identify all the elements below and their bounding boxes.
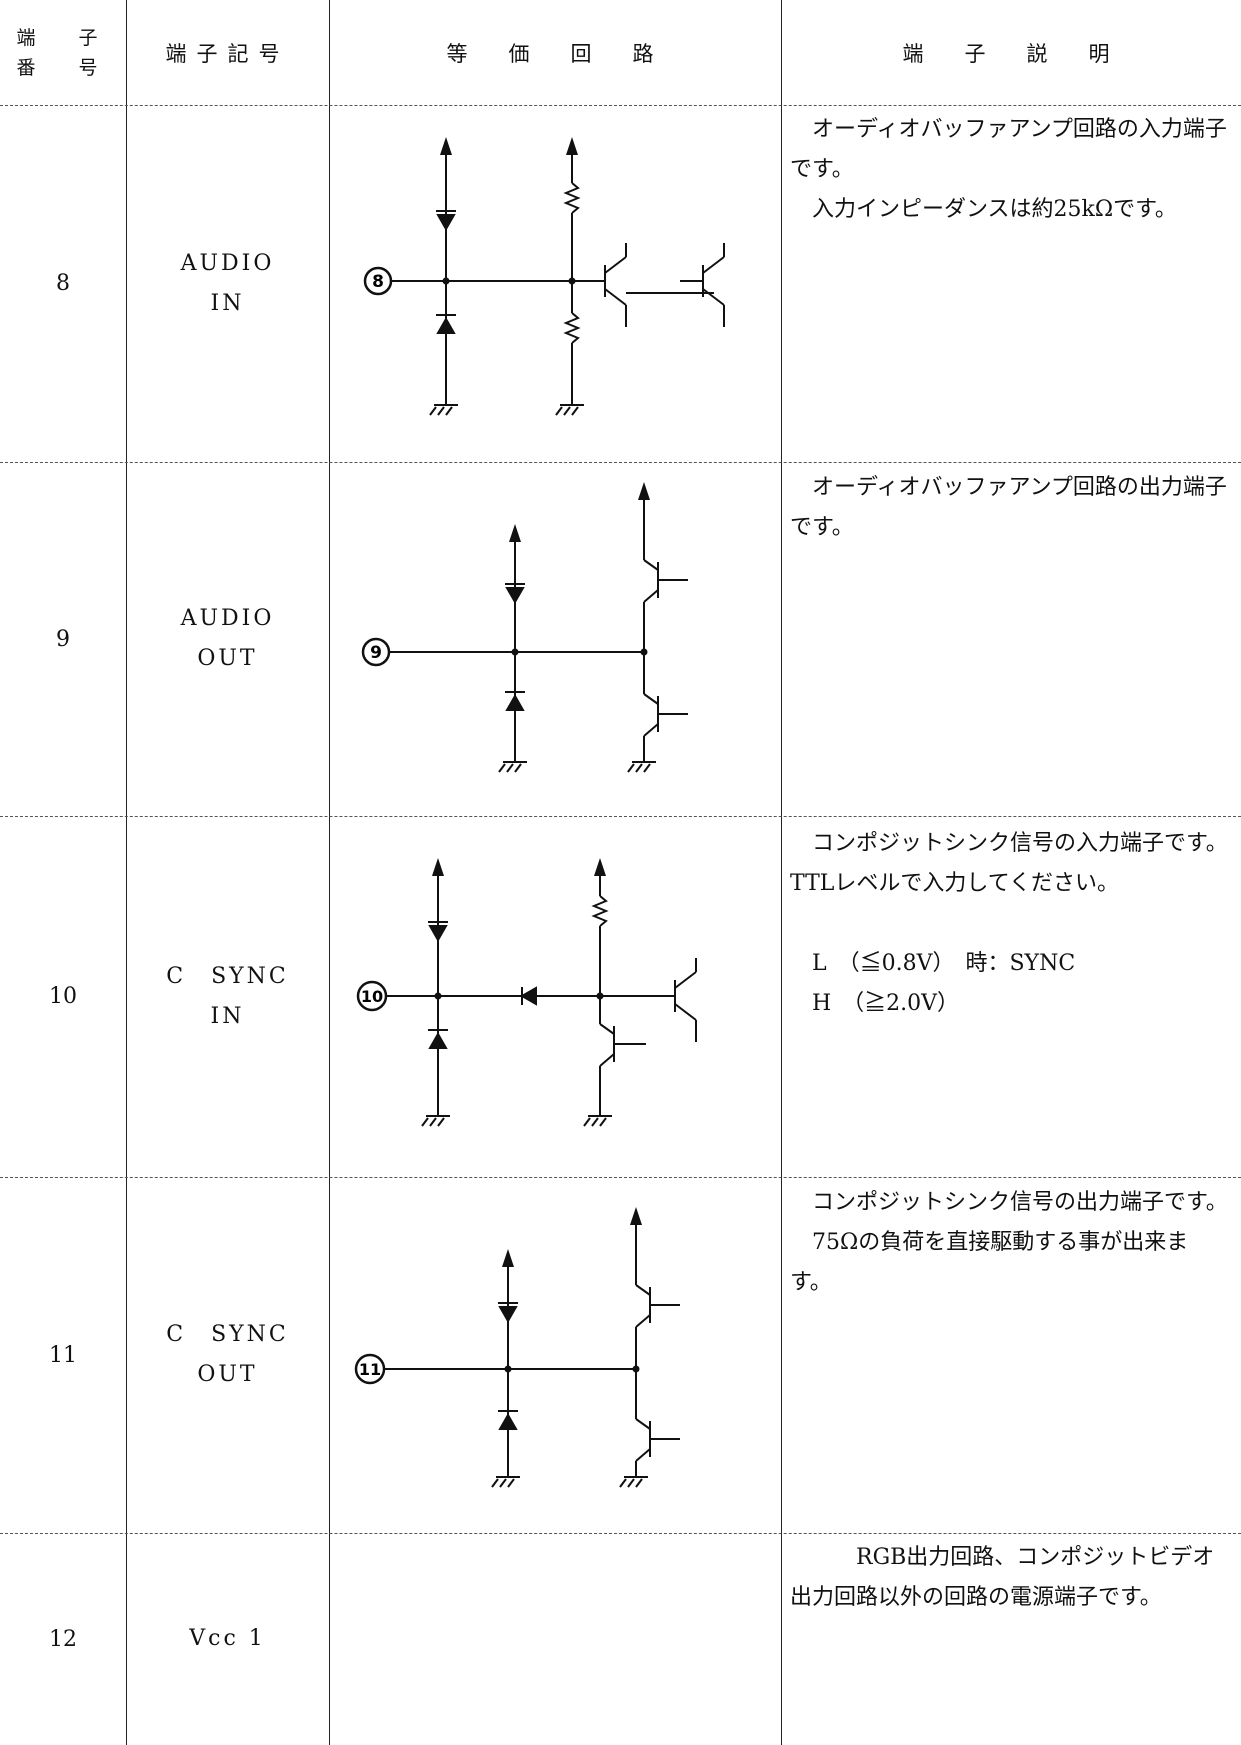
pin-label: 10 [361, 987, 383, 1006]
column-divider [781, 0, 782, 1745]
description-line: コンポジットシンク信号の入力端子です。TTLレベルで入力してください。 [790, 831, 1228, 896]
pin-symbol: AUDIO OUT [126, 462, 329, 816]
row-divider [0, 1533, 1241, 1534]
description-line: オーディオバッファアンプ回路の出力端子です。 [790, 475, 1227, 540]
row-divider [0, 462, 1241, 463]
equivalent-circuit-8: 8 [363, 137, 725, 416]
equivalent-circuit-10: 10 [356, 858, 697, 1127]
row-divider [0, 816, 1241, 817]
pin-symbol-line1: C SYNC [166, 963, 289, 989]
pin-number: 12 [49, 1626, 77, 1652]
pin-symbol-line2: IN [210, 1003, 245, 1029]
pin-label: 11 [359, 1360, 381, 1379]
row-divider [0, 1177, 1241, 1178]
header-equivalent-circuit: 等 価 回 路 [446, 41, 664, 66]
pin-symbol: C SYNC IN [126, 816, 329, 1177]
description-line [790, 904, 1228, 944]
pin-symbol-line1: AUDIO [180, 606, 275, 631]
header-pin-number-line2: 番 号 [16, 56, 110, 79]
pin-number: 8 [56, 271, 70, 296]
header-pin-number-line1: 端 子 [16, 26, 110, 49]
header-pin-description: 端 子 説 明 [902, 41, 1120, 66]
column-divider [126, 0, 127, 1745]
pin-symbol-line1: AUDIO [180, 250, 275, 276]
description-line: H （≧2.0V） [790, 991, 960, 1016]
description-line: 75Ωの負荷を直接駆動する事が出来ます。 [790, 1230, 1189, 1295]
description-line: コンポジットシンク信号の出力端子です。 [790, 1190, 1228, 1215]
pin-description: オーディオバッファアンプ回路の入力端子です。 入力インピーダンスは約25kΩです… [790, 110, 1228, 230]
header-pin-symbol: 端子記号 [165, 41, 290, 66]
description-line: 入力インピーダンスは約25kΩです。 [790, 197, 1177, 222]
pin-symbol-line1: Vcc 1 [189, 1626, 266, 1651]
pin-label: 8 [372, 272, 384, 292]
pin-symbol-line2: OUT [197, 1362, 258, 1387]
header-pin-number: 端 子 番 号 [0, 0, 126, 105]
pin-description: コンポジットシンク信号の出力端子です。 75Ωの負荷を直接駆動する事が出来ます。 [790, 1183, 1228, 1303]
equivalent-circuit-11: 11 [354, 1207, 680, 1488]
pin-number: 10 [49, 984, 77, 1009]
description-line: オーディオバッファアンプ回路の入力端子です。 [790, 117, 1227, 182]
pin-symbol: AUDIO IN [126, 105, 329, 462]
pin-symbol-line2: IN [210, 290, 245, 316]
pin-symbol: Vcc 1 [126, 1533, 329, 1745]
pin-description: RGB出力回路、コンポジットビデオ出力回路以外の回路の電源端子です。 [790, 1538, 1228, 1618]
pin-number: 9 [56, 626, 70, 652]
pin-symbol: C SYNC OUT [126, 1177, 329, 1533]
description-line: L （≦0.8V） 時：SYNC [790, 951, 1076, 976]
pin-description: オーディオバッファアンプ回路の出力端子です。 [790, 468, 1228, 548]
pin-symbol-line1: C SYNC [166, 1322, 289, 1347]
pin-number: 11 [49, 1342, 77, 1368]
column-divider [329, 0, 330, 1745]
description-line: RGB出力回路、コンポジットビデオ出力回路以外の回路の電源端子です。 [790, 1545, 1215, 1610]
pin-description: コンポジットシンク信号の入力端子です。TTLレベルで入力してください。 L （≦… [790, 824, 1228, 1024]
pin-label: 9 [370, 643, 382, 663]
row-divider [0, 105, 1241, 106]
pin-symbol-line2: OUT [197, 646, 258, 671]
equivalent-circuit-9: 9 [361, 482, 688, 773]
